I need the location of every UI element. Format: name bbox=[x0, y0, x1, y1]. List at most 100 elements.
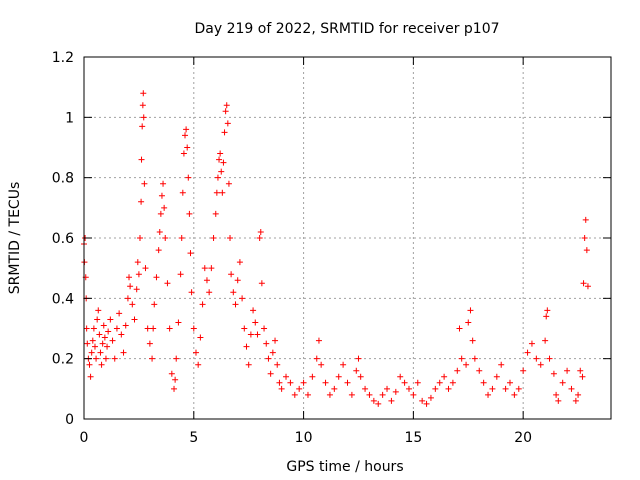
y-tick-label: 0.6 bbox=[52, 231, 74, 247]
data-point bbox=[109, 337, 116, 344]
data-point bbox=[456, 325, 463, 332]
data-point bbox=[183, 126, 190, 133]
data-point bbox=[388, 397, 395, 404]
data-point bbox=[580, 280, 587, 287]
data-point bbox=[161, 204, 168, 211]
data-point bbox=[180, 150, 187, 157]
x-tick-label: 15 bbox=[404, 430, 422, 446]
data-point bbox=[187, 250, 194, 257]
data-point bbox=[515, 385, 522, 392]
data-point bbox=[160, 180, 167, 187]
data-point bbox=[250, 307, 257, 314]
data-point bbox=[463, 361, 470, 368]
data-point bbox=[533, 355, 540, 362]
y-tick-label: 0.4 bbox=[52, 291, 74, 307]
data-point bbox=[120, 349, 127, 356]
data-point bbox=[326, 391, 333, 398]
data-point bbox=[221, 129, 228, 136]
data-point bbox=[228, 271, 235, 278]
data-point bbox=[149, 355, 156, 362]
data-point bbox=[287, 379, 294, 386]
data-point bbox=[100, 322, 107, 329]
data-point bbox=[485, 391, 492, 398]
axis-ticks: 0 0.2 0.4 0.6 0.8 1 1.2 0 5 10 15 20 bbox=[52, 50, 611, 446]
data-point bbox=[124, 295, 131, 302]
data-point bbox=[265, 355, 272, 362]
data-point bbox=[458, 355, 465, 362]
data-point bbox=[353, 367, 360, 374]
data-point bbox=[90, 325, 97, 332]
data-point bbox=[230, 289, 237, 296]
data-point bbox=[263, 340, 270, 347]
data-point bbox=[99, 340, 106, 347]
data-point bbox=[91, 343, 98, 350]
data-point bbox=[269, 349, 276, 356]
data-point bbox=[88, 349, 95, 356]
data-point bbox=[158, 192, 165, 199]
data-point bbox=[156, 228, 163, 235]
data-point bbox=[502, 385, 509, 392]
chart-title: Day 219 of 2022, SRMTID for receiver p10… bbox=[194, 21, 499, 37]
x-tick-label: 10 bbox=[295, 430, 313, 446]
data-point bbox=[179, 189, 186, 196]
data-point bbox=[568, 385, 575, 392]
data-point bbox=[247, 331, 254, 338]
data-point bbox=[581, 235, 588, 241]
data-point bbox=[401, 379, 408, 386]
data-point bbox=[575, 391, 582, 398]
data-point bbox=[122, 322, 129, 329]
data-point bbox=[175, 319, 182, 326]
data-point bbox=[144, 325, 151, 332]
data-point bbox=[113, 325, 120, 332]
data-point bbox=[445, 385, 452, 392]
data-point bbox=[313, 355, 320, 362]
data-point bbox=[216, 156, 223, 163]
data-point bbox=[261, 325, 268, 332]
data-point bbox=[166, 325, 173, 332]
data-point bbox=[355, 355, 362, 362]
data-point bbox=[135, 271, 142, 278]
data-point bbox=[454, 367, 461, 374]
data-point bbox=[208, 265, 215, 272]
data-point bbox=[572, 397, 579, 404]
data-point bbox=[583, 247, 590, 254]
data-point bbox=[155, 247, 162, 254]
data-point bbox=[153, 274, 160, 281]
data-point bbox=[218, 168, 225, 175]
data-point bbox=[348, 391, 355, 398]
data-point bbox=[436, 379, 443, 386]
data-point bbox=[296, 385, 303, 392]
data-point bbox=[102, 355, 109, 362]
data-point bbox=[414, 379, 421, 386]
data-point bbox=[579, 373, 586, 380]
data-point bbox=[199, 301, 206, 308]
data-point bbox=[274, 361, 281, 368]
data-point bbox=[188, 289, 195, 296]
data-point bbox=[465, 319, 472, 326]
data-point bbox=[467, 307, 474, 314]
data-point bbox=[223, 102, 230, 109]
data-point bbox=[550, 370, 557, 377]
data-point bbox=[553, 391, 560, 398]
data-point bbox=[139, 123, 146, 130]
x-axis-label: GPS time / hours bbox=[286, 459, 403, 475]
data-point bbox=[225, 180, 232, 187]
data-point bbox=[95, 307, 102, 314]
data-point bbox=[384, 385, 391, 392]
data-point bbox=[476, 367, 483, 374]
data-point bbox=[178, 235, 185, 241]
data-point bbox=[214, 174, 221, 181]
data-point bbox=[276, 379, 283, 386]
data-point bbox=[126, 274, 133, 281]
data-point bbox=[140, 114, 147, 121]
data-point bbox=[543, 313, 550, 320]
x-tick-label: 5 bbox=[189, 430, 198, 446]
data-point bbox=[89, 337, 96, 344]
data-point bbox=[344, 379, 351, 386]
y-tick-label: 0.2 bbox=[52, 352, 74, 368]
data-point bbox=[300, 379, 307, 386]
data-point bbox=[582, 216, 589, 223]
data-point bbox=[87, 373, 94, 380]
data-point bbox=[331, 385, 338, 392]
